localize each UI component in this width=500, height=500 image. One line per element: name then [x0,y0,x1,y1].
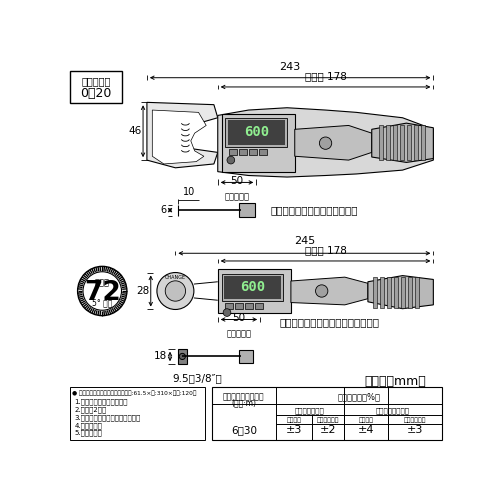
Text: ラチェット形: ラチェット形 [404,418,426,423]
Bar [380,126,384,160]
Text: 46: 46 [128,126,141,136]
Polygon shape [368,276,434,308]
Bar [240,150,247,154]
Circle shape [179,354,186,360]
Bar [400,126,404,160]
Bar [408,277,412,308]
Text: ±2: ±2 [320,426,336,436]
Bar [414,126,418,160]
Text: (ネ・·m): (ネ・·m) [232,398,256,407]
Text: 0～20: 0～20 [80,86,112,100]
Bar [70,387,204,440]
Bar [386,126,390,160]
Bar [178,349,187,364]
Text: ギア数: ギア数 [95,279,110,288]
Text: 有効長 178: 有効長 178 [304,246,346,256]
Text: 6～30: 6～30 [231,426,257,436]
Bar [374,277,377,308]
Bar [222,114,295,172]
Text: 72: 72 [84,280,120,305]
Text: 有効長 178: 有効長 178 [304,72,346,82]
Circle shape [223,308,231,316]
Polygon shape [152,110,206,164]
Text: 600: 600 [244,126,269,140]
Bar [387,277,391,308]
Text: 6: 6 [161,205,167,215]
Bar [246,304,253,308]
Text: 時計回り（右）: 時計回り（右） [295,408,324,414]
Text: 600: 600 [240,280,265,294]
Text: 1.本品（トルクハンドル）: 1.本品（トルクハンドル） [74,399,128,406]
Polygon shape [218,108,434,177]
Text: モンキ形トルクヘッドセット時: モンキ形トルクヘッドセット時 [270,205,358,215]
Text: 10: 10 [183,187,196,197]
Text: ±4: ±4 [358,426,374,436]
Text: 9.5（3/8″）: 9.5（3/8″） [172,374,222,384]
Text: 頭部有効長: 頭部有効長 [224,192,250,202]
Bar [70,71,122,103]
Text: ±3: ±3 [286,426,302,436]
Text: ラチェット形: ラチェット形 [317,418,340,423]
Text: 頭部有効長: 頭部有効長 [227,330,252,338]
Polygon shape [295,126,372,160]
Text: 2.電池（2本）: 2.電池（2本） [74,406,107,413]
Bar [256,304,263,308]
Polygon shape [147,102,218,168]
Bar [250,150,257,154]
Bar [401,277,405,308]
Bar [228,120,284,144]
Circle shape [320,137,332,149]
Text: 18: 18 [154,352,167,362]
Circle shape [83,272,122,310]
Text: 28: 28 [136,286,149,296]
Bar [224,276,281,298]
Text: 反時計回り（左）: 反時計回り（左） [376,408,410,414]
Circle shape [316,285,328,297]
Text: トルク精度保証範囲: トルク精度保証範囲 [223,392,264,401]
Text: ラチェット形トルクヘッドセット時: ラチェット形トルクヘッドセット時 [280,317,380,327]
Text: トルク精度（%）: トルク精度（%） [337,392,380,402]
Text: 【単位：mm】: 【単位：mm】 [364,376,426,388]
Bar [222,274,283,301]
Bar [394,126,397,160]
Text: 243: 243 [280,62,301,72]
Bar [421,126,425,160]
Text: 50: 50 [230,176,243,186]
Bar [226,304,233,308]
Circle shape [227,156,234,164]
Bar [407,126,411,160]
Text: ±3: ±3 [406,426,423,436]
Text: 50: 50 [232,314,245,324]
Bar [380,277,384,308]
Bar [240,350,253,362]
Bar [240,203,254,217]
Bar [415,277,418,308]
Text: 5° 送り: 5° 送り [92,299,112,308]
Bar [218,270,291,312]
Bar [236,304,243,308]
Bar [260,150,267,154]
Text: 5.取扱説明書: 5.取扱説明書 [74,430,102,436]
Text: CHANGE: CHANGE [165,274,186,280]
Text: ● セット内容（専用ケース付　高さ:61.5×幅:310×奥行:120）: ● セット内容（専用ケース付 高さ:61.5×幅:310×奥行:120） [72,390,196,396]
Text: 口開き寸法: 口開き寸法 [82,76,111,86]
Polygon shape [372,123,434,162]
Bar [226,118,287,147]
Text: 3.バッテリーカバー用ドライバー: 3.バッテリーカバー用ドライバー [74,414,141,421]
Bar [394,277,398,308]
Polygon shape [291,277,368,305]
Bar [230,150,237,154]
Circle shape [157,272,194,310]
Bar [212,387,442,440]
Text: モンキ形: モンキ形 [358,418,374,423]
Text: モンキ形: モンキ形 [286,418,302,423]
Text: 245: 245 [294,236,315,246]
Circle shape [165,281,186,301]
Text: 4.校正証明書: 4.校正証明書 [74,422,102,428]
